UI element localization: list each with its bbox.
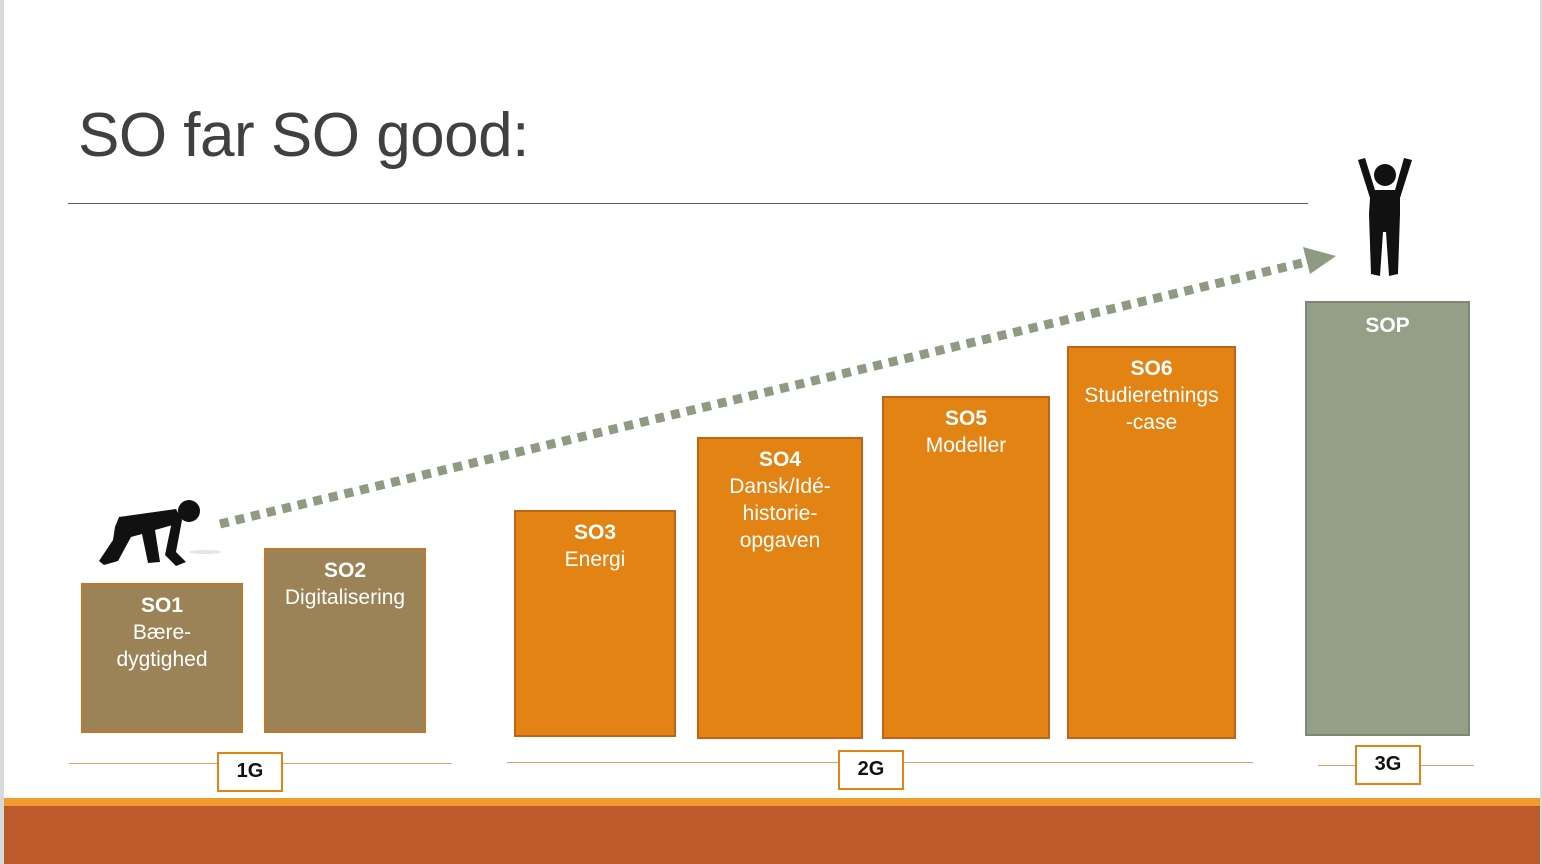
so2-code: SO2 <box>323 559 367 582</box>
year-label-2g: 2G <box>838 750 904 790</box>
so2-name: Digitalisering <box>284 586 406 609</box>
so5-box: SO5 Modeller <box>882 396 1050 739</box>
sop-box: SOP <box>1305 301 1470 736</box>
so5-code: SO5 <box>944 407 988 430</box>
so3-name: Energi <box>564 548 626 571</box>
so1-code: SO1 <box>140 594 184 617</box>
so3-code: SO3 <box>573 521 617 544</box>
so4-code: SO4 <box>758 448 802 471</box>
slide-right-edge <box>1540 0 1542 864</box>
so2-box: SO2 Digitalisering <box>264 548 426 733</box>
footer-accent-stripe <box>4 798 1540 806</box>
sop-code: SOP <box>1365 314 1410 337</box>
so4-box: SO4 Dansk/Idé- historie- opgaven <box>697 437 863 739</box>
footer-band <box>4 806 1540 864</box>
so3-box: SO3 Energi <box>514 510 676 737</box>
title-underline <box>68 203 1308 204</box>
so6-code: SO6 <box>1130 357 1173 380</box>
so6-box: SO6 Studieretnings -case <box>1067 346 1236 739</box>
year-label-1g: 1G <box>217 752 283 792</box>
so1-name: Bære- dygtighed <box>116 621 208 671</box>
runner-crouching-icon <box>99 500 221 566</box>
progress-dotted-arrow <box>218 247 1336 529</box>
so5-name: Modeller <box>925 434 1007 457</box>
person-celebrating-icon <box>1358 158 1412 276</box>
so1-box: SO1 Bære- dygtighed <box>81 583 243 733</box>
slide-left-edge <box>0 0 4 864</box>
slide-title: SO far SO good: <box>78 101 529 170</box>
so4-name: Dansk/Idé- historie- opgaven <box>729 475 831 552</box>
so6-name: Studieretnings -case <box>1084 384 1219 434</box>
year-label-3g: 3G <box>1355 745 1421 785</box>
